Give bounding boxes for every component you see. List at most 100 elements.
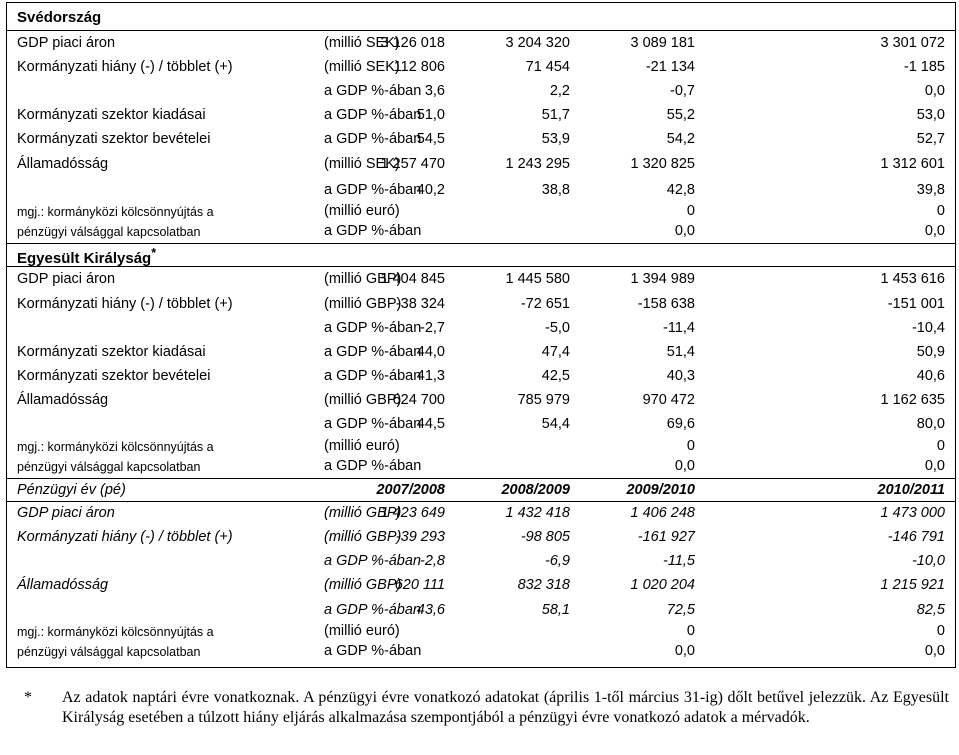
footnote-text: Az adatok naptári évre vonatkoznak. A pé…: [62, 689, 949, 726]
cell-value: 0: [936, 438, 945, 454]
row-label: Kormányzati hiány (-) / többlet (+): [17, 296, 233, 312]
cell-value: 1 423 649: [380, 505, 445, 521]
cell-value: 832 318: [517, 577, 570, 593]
cell-value: 38,8: [541, 182, 570, 198]
cell-value: 80,0: [916, 416, 945, 432]
cell-value: 42,5: [541, 368, 570, 384]
cell-value: 3 089 181: [630, 35, 695, 51]
cell-value: 58,1: [541, 602, 570, 618]
cell-value: -11,5: [663, 553, 695, 569]
cell-value: -39 293: [395, 529, 445, 545]
row-label: Kormányzati hiány (-) / többlet (+): [17, 59, 233, 75]
footnote-marker: *: [151, 246, 157, 260]
cell-value: 72,5: [666, 602, 695, 618]
cell-value: -2,7: [420, 320, 445, 336]
cell-value: 1 320 825: [630, 156, 695, 172]
cell-value: 3 301 072: [880, 35, 945, 51]
row-unit: a GDP %-ában: [324, 368, 422, 384]
footnote-marker: *: [24, 689, 32, 706]
cell-value: 1 432 418: [505, 505, 570, 521]
cell-value: 0,0: [924, 83, 945, 99]
cell-value: 785 979: [517, 392, 570, 408]
row-unit: (millió SEK): [324, 59, 400, 75]
cell-value: -146 791: [887, 529, 945, 545]
cell-value: 43,6: [416, 602, 445, 618]
row-label: GDP piaci áron: [17, 271, 116, 287]
row-label: Államadósság: [17, 392, 109, 408]
cell-value: -2,8: [420, 553, 445, 569]
cell-value: 624 700: [392, 392, 445, 408]
cell-value: -38 324: [395, 296, 445, 312]
row-unit: a GDP %-ában: [324, 320, 422, 336]
column-header: 2010/2011: [877, 482, 945, 498]
cell-value: 39,8: [916, 182, 945, 198]
cell-value: 41,3: [416, 368, 445, 384]
cell-value: 54,2: [666, 131, 695, 147]
cell-value: 0: [686, 623, 695, 639]
cell-value: 51,0: [416, 107, 445, 123]
uk-title: Egyesült Királyság*: [17, 246, 156, 267]
cell-value: 47,4: [541, 344, 570, 360]
cell-value: 69,6: [666, 416, 695, 432]
cell-value: 40,3: [666, 368, 695, 384]
cell-value: 0: [686, 203, 695, 219]
sweden-title: Svédország: [17, 9, 102, 26]
cell-value: -10,4: [911, 320, 945, 336]
cell-value: 3 126 018: [380, 35, 445, 51]
column-header: 2007/2008: [376, 482, 445, 498]
cell-value: 55,2: [666, 107, 695, 123]
cell-value: 3,6: [424, 83, 445, 99]
note-label: pénzügyi válsággal kapcsolatban: [17, 460, 201, 474]
cell-value: 42,8: [666, 182, 695, 198]
cell-value: 53,0: [916, 107, 945, 123]
row-unit: (millió euró): [324, 438, 400, 454]
row-label: Pénzügyi év (pé): [17, 482, 126, 498]
row-unit: a GDP %-ában: [324, 131, 422, 147]
divider: [7, 266, 955, 267]
row-unit: a GDP %-ában: [324, 344, 422, 360]
row-unit: (millió euró): [324, 623, 400, 639]
cell-value: 0,0: [674, 458, 695, 474]
column-header: 2008/2009: [501, 482, 570, 498]
row-unit: a GDP %-ában: [324, 602, 421, 618]
cell-value: 1 394 989: [630, 271, 695, 287]
cell-value: -6,9: [545, 553, 570, 569]
row-unit: (millió SEK): [324, 35, 400, 51]
cell-value: 51,4: [666, 344, 695, 360]
cell-value: 620 111: [394, 577, 445, 593]
cell-value: 52,7: [916, 131, 945, 147]
row-unit: (millió GBP): [324, 577, 402, 593]
cell-value: 82,5: [916, 602, 945, 618]
note-label: mgj.: kormányközi kölcsönnyújtás a: [17, 205, 214, 219]
cell-value: 3 204 320: [505, 35, 570, 51]
cell-value: 2,2: [549, 83, 570, 99]
uk-title-text: Egyesült Királyság: [17, 250, 152, 267]
footnote: * Az adatok naptári évre vonatkoznak. A …: [24, 688, 949, 727]
cell-value: 1 445 580: [505, 271, 570, 287]
cell-value: 71 454: [525, 59, 570, 75]
cell-value: 0,0: [924, 223, 945, 239]
row-unit: a GDP %-ában: [324, 416, 422, 432]
cell-value: 54,5: [416, 131, 445, 147]
cell-value: 1 406 248: [630, 505, 695, 521]
cell-value: 51,7: [541, 107, 570, 123]
cell-value: -10,0: [911, 553, 945, 569]
cell-value: -158 638: [637, 296, 695, 312]
divider: [7, 30, 955, 31]
cell-value: 1 215 921: [880, 577, 945, 593]
row-unit: (millió SEK): [324, 156, 400, 172]
cell-value: 0,0: [674, 643, 695, 659]
row-unit: a GDP %-ában: [324, 223, 422, 239]
cell-value: -98 805: [520, 529, 570, 545]
cell-value: -0,7: [670, 83, 695, 99]
row-unit: a GDP %-ában: [324, 107, 422, 123]
cell-value: 0,0: [924, 458, 945, 474]
row-label: Kormányzati hiány (-) / többlet (+): [17, 529, 233, 545]
cell-value: 1 453 616: [880, 271, 945, 287]
column-header: 2009/2010: [626, 482, 695, 498]
row-unit: (millió GBP): [324, 296, 402, 312]
cell-value: 40,6: [916, 368, 945, 384]
row-label: Államadósság: [17, 577, 109, 593]
row-unit: (millió GBP): [324, 271, 402, 287]
cell-value: -1 185: [903, 59, 945, 75]
